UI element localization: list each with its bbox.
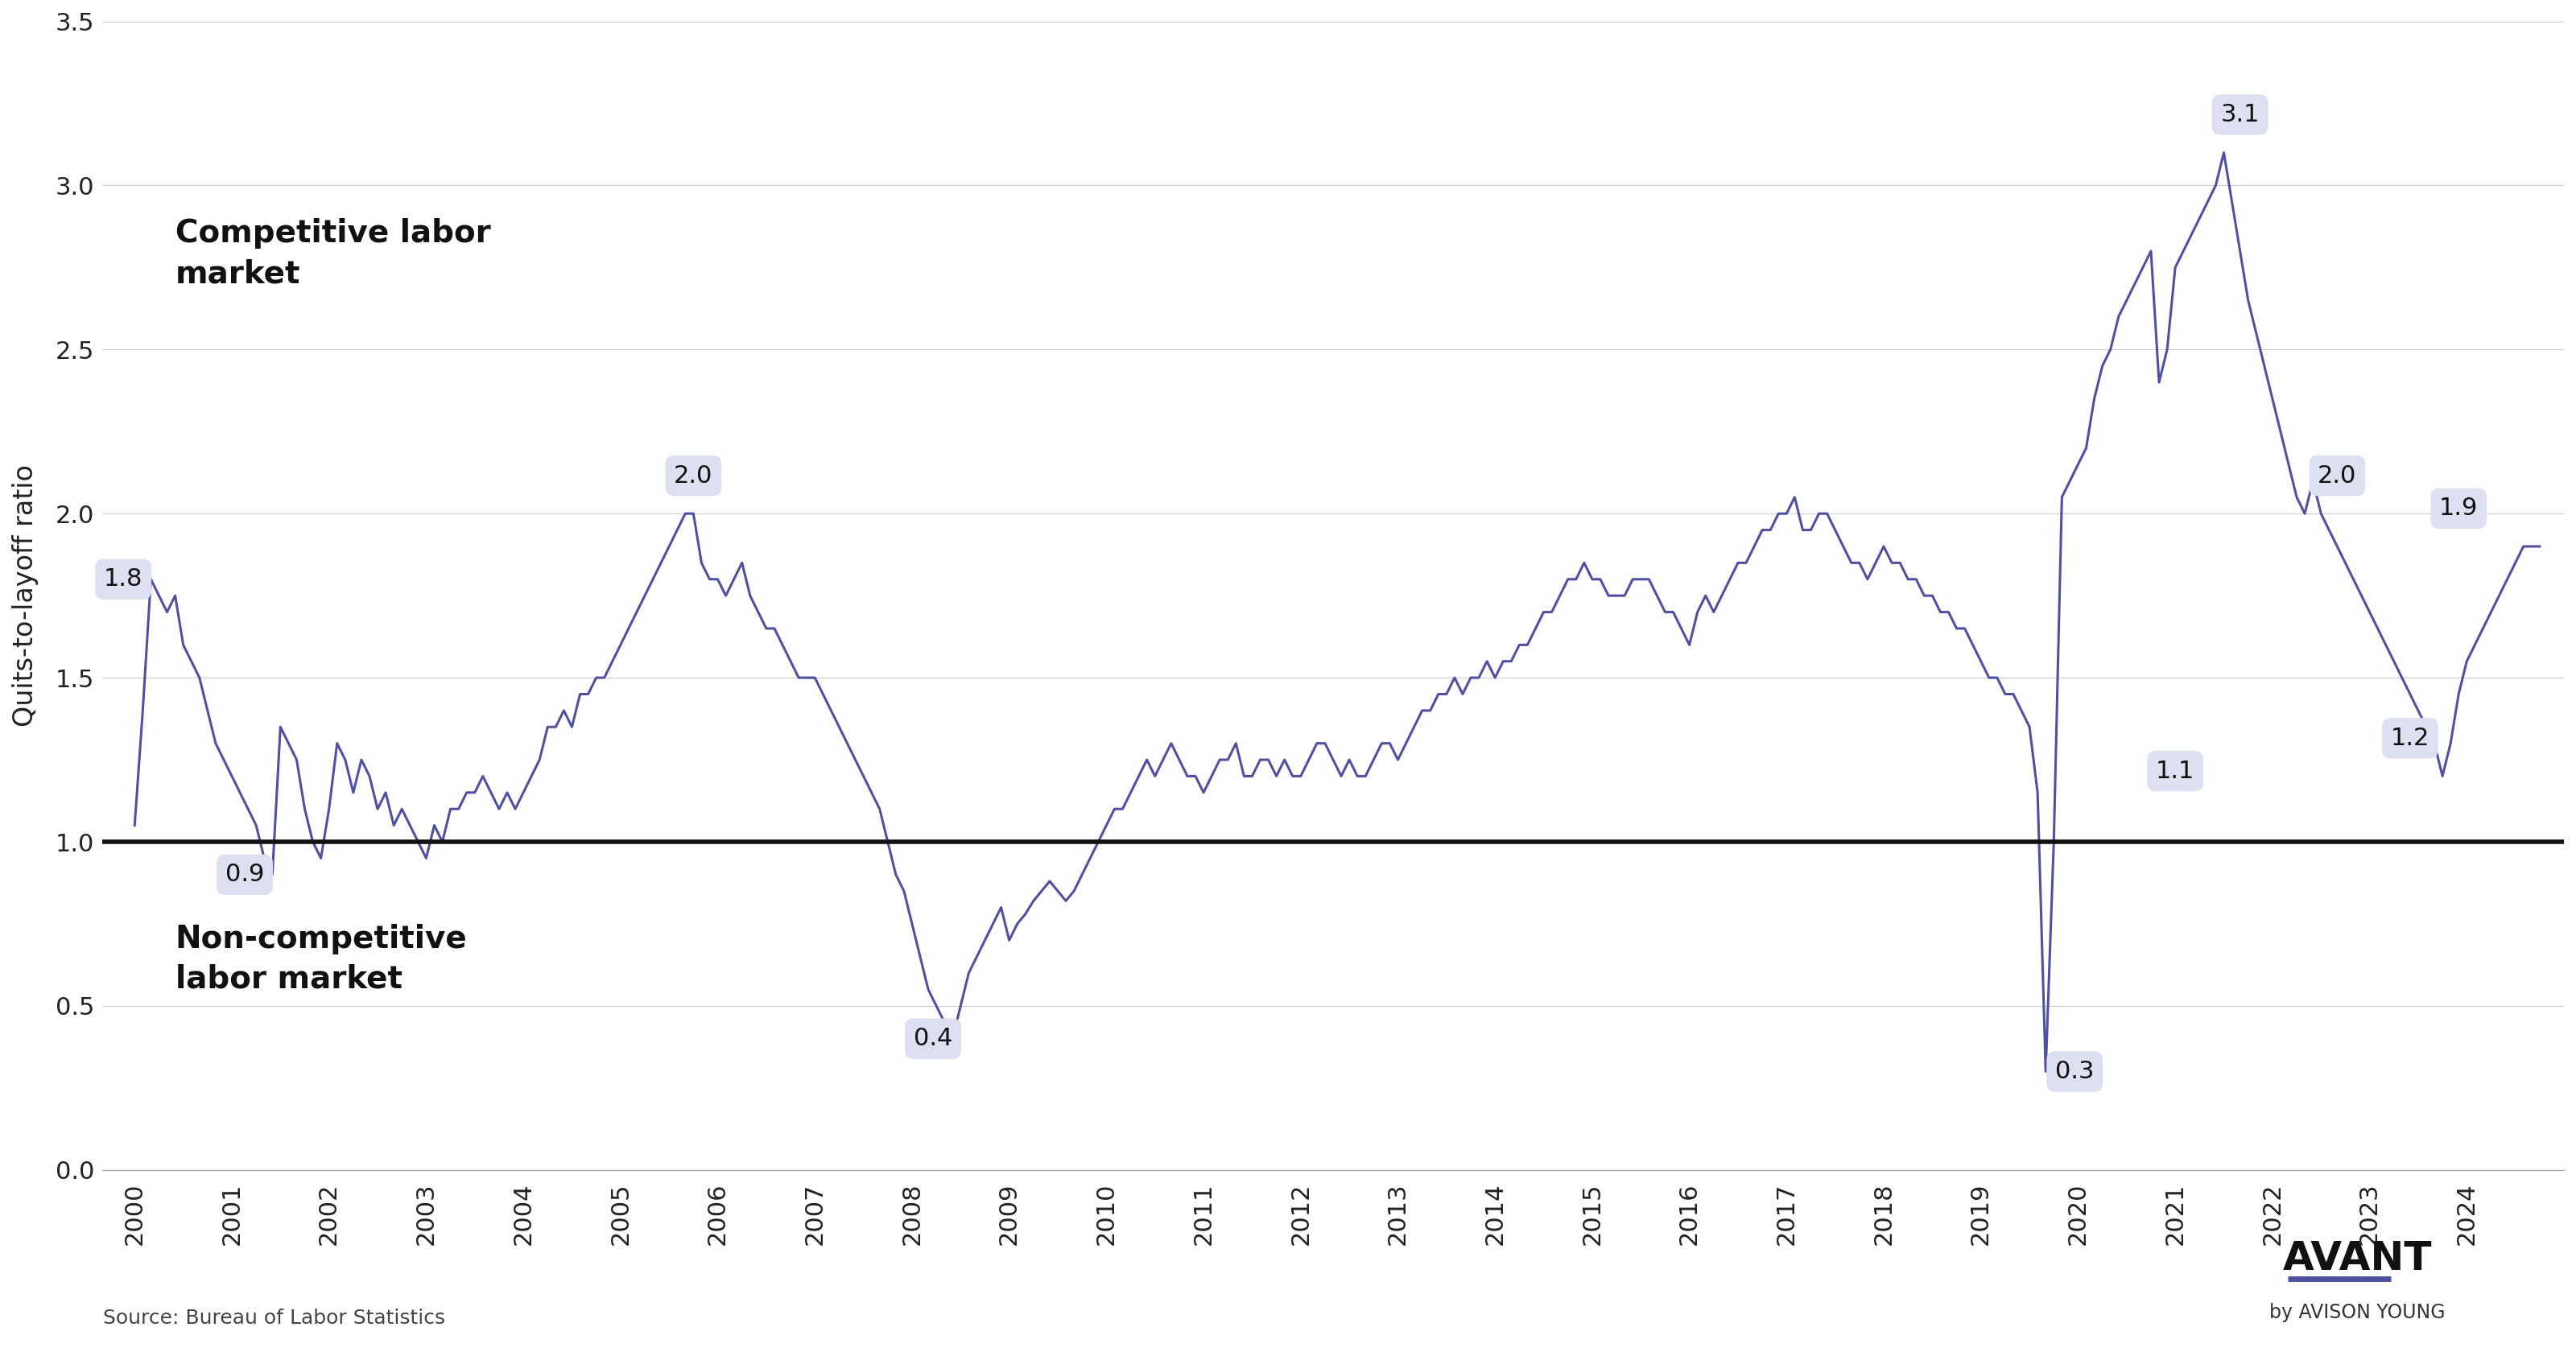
Text: 0.9: 0.9	[224, 863, 265, 887]
Text: 2.0: 2.0	[2318, 464, 2357, 487]
Text: 2.0: 2.0	[675, 464, 714, 487]
Text: 3.1: 3.1	[2221, 103, 2259, 126]
Text: 1.8: 1.8	[103, 568, 142, 591]
Y-axis label: Quits-to-layoff ratio: Quits-to-layoff ratio	[13, 465, 39, 727]
Text: 0.4: 0.4	[914, 1028, 953, 1051]
Text: Competitive labor
market: Competitive labor market	[175, 218, 489, 289]
Text: 1.2: 1.2	[2391, 726, 2429, 750]
Text: Non-competitive
labor market: Non-competitive labor market	[175, 923, 466, 995]
Text: 0.3: 0.3	[2056, 1060, 2094, 1083]
Text: Source: Bureau of Labor Statistics: Source: Bureau of Labor Statistics	[103, 1309, 446, 1328]
Text: 1.9: 1.9	[2439, 496, 2478, 521]
Text: 1.1: 1.1	[2156, 760, 2195, 783]
Text: AVANT: AVANT	[2282, 1238, 2432, 1278]
Text: by AVISON YOUNG: by AVISON YOUNG	[2269, 1303, 2445, 1322]
